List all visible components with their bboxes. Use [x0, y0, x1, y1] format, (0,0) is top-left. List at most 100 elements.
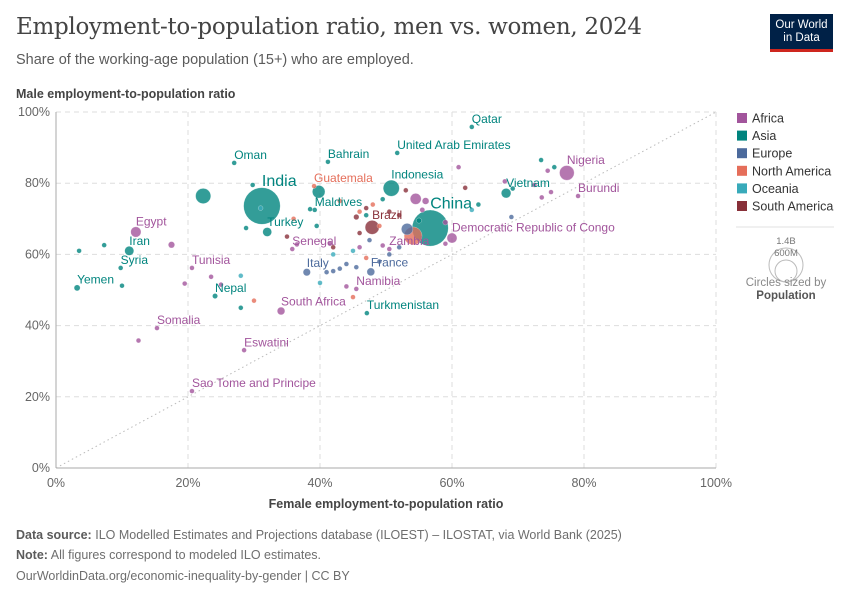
data-point[interactable]	[380, 242, 386, 249]
data-point[interactable]	[250, 182, 256, 188]
legend-item-south-america[interactable]: South America	[737, 200, 833, 214]
data-point[interactable]	[401, 223, 414, 236]
data-point[interactable]	[396, 212, 402, 218]
data-point[interactable]	[312, 185, 326, 199]
data-point[interactable]	[168, 241, 175, 249]
data-point[interactable]	[243, 225, 249, 231]
data-point[interactable]	[195, 188, 212, 204]
data-point[interactable]	[421, 197, 430, 205]
data-point[interactable]	[403, 187, 409, 193]
data-point[interactable]	[325, 159, 331, 165]
data-point[interactable]	[386, 251, 392, 258]
data-point[interactable]	[356, 209, 363, 215]
data-point[interactable]	[323, 269, 330, 275]
data-point[interactable]	[212, 293, 218, 299]
data-point[interactable]	[119, 283, 125, 289]
source-url[interactable]: OurWorldinData.org/economic-inequality-b…	[16, 569, 350, 583]
data-point[interactable]	[551, 164, 557, 170]
data-point[interactable]	[294, 241, 300, 248]
data-point[interactable]	[545, 168, 551, 174]
data-point[interactable]	[314, 223, 320, 229]
data-point[interactable]	[363, 255, 369, 261]
data-point[interactable]	[419, 207, 426, 213]
data-point[interactable]	[510, 185, 516, 192]
data-point[interactable]	[469, 124, 475, 130]
data-point[interactable]	[330, 251, 336, 258]
data-point[interactable]	[353, 214, 360, 221]
data-point[interactable]	[118, 265, 124, 271]
data-point[interactable]	[575, 193, 581, 199]
data-point[interactable]	[386, 246, 392, 252]
data-point[interactable]	[538, 157, 544, 163]
data-point[interactable]	[189, 388, 195, 394]
data-point[interactable]	[539, 194, 545, 201]
data-point[interactable]	[502, 178, 508, 185]
data-point[interactable]	[455, 164, 462, 170]
data-point[interactable]	[330, 268, 336, 274]
data-point[interactable]	[446, 232, 458, 244]
data-point[interactable]	[182, 280, 188, 287]
data-point[interactable]	[409, 193, 422, 205]
data-point[interactable]	[307, 206, 313, 212]
data-point[interactable]	[289, 246, 295, 252]
data-point[interactable]	[337, 198, 343, 204]
owid-logo[interactable]: Our World in Data	[770, 14, 833, 52]
data-point[interactable]	[531, 182, 538, 188]
data-point[interactable]	[382, 179, 400, 197]
data-point[interactable]	[475, 201, 482, 208]
data-point[interactable]	[462, 185, 468, 191]
data-point[interactable]	[241, 347, 247, 353]
data-point[interactable]	[238, 305, 244, 311]
data-point[interactable]	[376, 223, 383, 229]
data-point[interactable]	[251, 298, 257, 304]
data-point[interactable]	[76, 248, 82, 254]
legend-item-north-america[interactable]: North America	[737, 164, 831, 178]
data-point[interactable]	[330, 244, 336, 250]
data-point[interactable]	[262, 227, 272, 237]
data-point[interactable]	[353, 286, 359, 292]
data-point[interactable]	[366, 237, 373, 243]
data-point[interactable]	[501, 188, 512, 199]
data-point[interactable]	[396, 244, 402, 250]
size-legend-variable[interactable]: Population	[756, 290, 815, 302]
data-point[interactable]	[416, 217, 422, 224]
data-point[interactable]	[218, 282, 224, 288]
data-point[interactable]	[366, 267, 375, 277]
data-point[interactable]	[353, 264, 359, 270]
data-point[interactable]	[302, 268, 311, 277]
data-point[interactable]	[73, 284, 81, 292]
data-point[interactable]	[343, 283, 350, 290]
data-point[interactable]	[154, 325, 160, 331]
data-point[interactable]	[231, 160, 237, 166]
legend-item-asia[interactable]: Asia	[737, 129, 776, 143]
data-point[interactable]	[343, 261, 350, 267]
data-point[interactable]	[101, 242, 107, 248]
data-point[interactable]	[364, 310, 370, 316]
data-point[interactable]	[364, 220, 380, 235]
legend-item-europe[interactable]: Europe	[737, 147, 792, 161]
data-point[interactable]	[469, 207, 475, 213]
data-point[interactable]	[356, 244, 363, 250]
data-point[interactable]	[380, 196, 386, 202]
data-point[interactable]	[394, 150, 400, 156]
data-point[interactable]	[548, 189, 554, 195]
data-point[interactable]	[370, 201, 376, 208]
data-point[interactable]	[311, 183, 317, 189]
data-point[interactable]	[124, 246, 135, 256]
data-point[interactable]	[376, 258, 383, 265]
data-point[interactable]	[442, 219, 449, 226]
data-point[interactable]	[363, 205, 369, 211]
data-point[interactable]	[559, 165, 575, 181]
data-point[interactable]	[508, 214, 515, 220]
data-point[interactable]	[337, 265, 343, 272]
data-point[interactable]	[317, 280, 323, 286]
data-point[interactable]	[312, 207, 318, 213]
legend-item-africa[interactable]: Africa	[737, 112, 784, 126]
data-point[interactable]	[276, 306, 286, 316]
data-point[interactable]	[327, 241, 333, 247]
data-point[interactable]	[135, 337, 142, 344]
data-point[interactable]	[363, 212, 369, 218]
data-point[interactable]	[238, 273, 244, 279]
data-point[interactable]	[257, 205, 264, 211]
data-point[interactable]	[386, 209, 392, 215]
